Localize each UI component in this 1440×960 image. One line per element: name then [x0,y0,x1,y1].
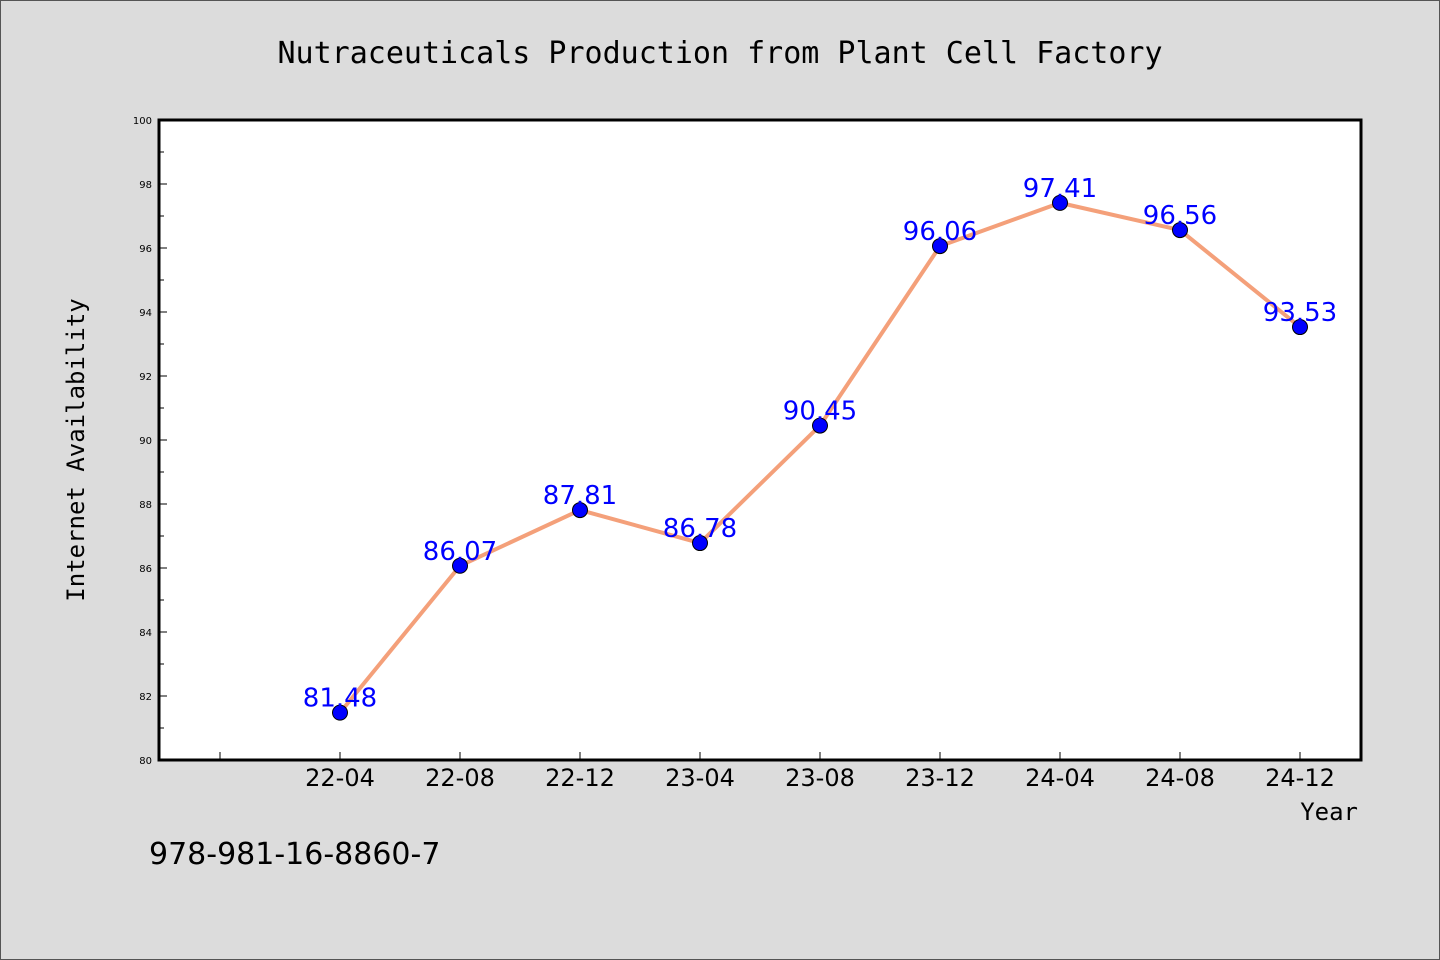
x-tick-label: 22-04 [305,764,375,792]
data-point [692,535,708,552]
data-label: 81.48 [303,684,377,714]
x-tick-label: 23-08 [785,764,855,792]
data-point [812,417,828,434]
y-tick-label: 96 [139,244,152,255]
data-point [332,704,348,721]
y-tick-label: 82 [139,692,152,703]
y-tick-label: 90 [139,436,152,447]
data-point [572,502,588,519]
data-point [932,238,948,255]
y-tick-label: 100 [133,116,152,127]
x-tick-label: 22-12 [545,764,615,792]
data-label: 96.06 [903,217,977,247]
chart-title: Nutraceuticals Production from Plant Cel… [277,36,1162,71]
data-labels: 81.48 86.07 87.81 86.78 90.45 96.06 97.41 96.56… [303,174,1337,714]
y-tick-label: 86 [139,564,152,575]
series-markers [332,194,1308,721]
y-tick-label: 88 [139,500,152,511]
data-point [1292,319,1308,336]
data-label: 96.56 [1143,201,1217,231]
x-tick-label: 24-12 [1265,764,1335,792]
x-tick-label: 22-08 [425,764,495,792]
data-label: 93.53 [1263,298,1337,328]
data-label: 97.41 [1023,174,1097,204]
y-tick-label: 98 [139,180,152,191]
data-point [452,557,468,574]
y-tick-label: 92 [139,372,152,383]
x-tick-label: 23-04 [665,764,735,792]
y-axis: 80 82 84 86 88 90 92 94 96 98 100 [133,116,167,767]
x-axis-label: Year [1300,798,1358,826]
isbn-text: 978-981-16-8860-7 [149,837,440,872]
x-axis: 22-04 22-08 22-12 23-04 23-08 23-12 24-04 24-08… [219,752,1335,792]
x-tick-label: 24-04 [1025,764,1095,792]
data-point [1172,222,1188,239]
data-label: 90.45 [783,397,857,427]
data-label: 86.78 [663,514,737,544]
y-axis-label: Internet Availability [62,298,90,601]
data-point [1052,194,1068,211]
y-tick-label: 94 [139,308,152,319]
y-tick-label: 80 [139,756,152,767]
y-tick-label: 84 [139,628,152,639]
data-label: 87.81 [543,481,617,511]
x-tick-label: 23-12 [905,764,975,792]
x-tick-label: 24-08 [1145,764,1215,792]
data-label: 86.07 [423,537,497,567]
